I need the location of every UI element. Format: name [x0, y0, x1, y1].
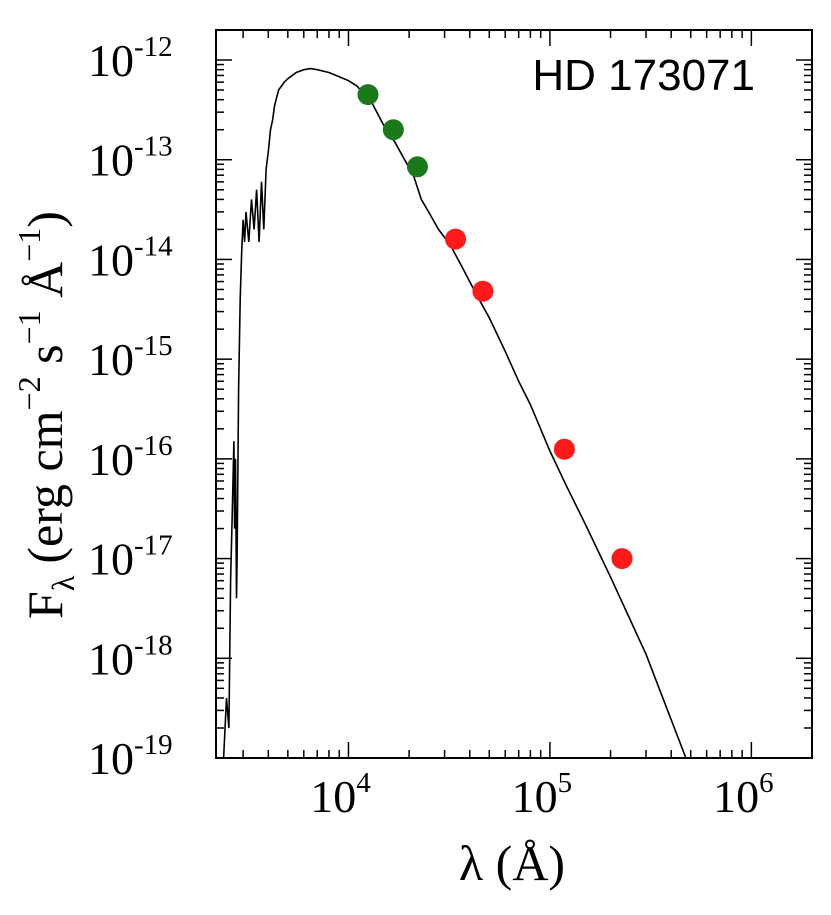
y-tick-label: 10-14: [88, 230, 173, 285]
y-tick-label: 10-19: [88, 729, 173, 784]
y-title-base: F: [17, 591, 73, 619]
x-tick-label: 105: [512, 767, 573, 822]
photometry-point-green: [357, 84, 379, 106]
photometry-point-red: [553, 438, 575, 460]
y-tick-label: 10-18: [88, 629, 173, 684]
photometry-point-red: [472, 280, 494, 302]
star-name-label: HD 173071: [532, 51, 755, 100]
plot-frame: [215, 29, 813, 759]
svg-text:Fλ(erg cm−2 s−1 Å−1): Fλ(erg cm−2 s−1 Å−1): [11, 211, 81, 619]
y-title-exp2: −1: [11, 310, 47, 344]
y-tick-label: 10-16: [88, 430, 173, 485]
y-title-exp1: −2: [11, 376, 47, 410]
y-tick-label: 10-17: [88, 530, 173, 585]
y-tick-label: 10-13: [88, 131, 173, 186]
x-axis-title: λ (Å): [459, 835, 565, 891]
y-title-close: ): [17, 211, 73, 228]
y-title-s: s: [17, 344, 73, 376]
photometry-point-green: [382, 119, 404, 141]
photometry-point-red: [445, 228, 467, 250]
y-tick-label: 10-12: [88, 31, 173, 86]
y-title-units: (erg cm: [17, 410, 73, 563]
photometry-point-green: [406, 156, 428, 178]
x-tick-label: 104: [310, 767, 371, 822]
photometry-point-red: [611, 548, 633, 570]
y-title-angstrom: Å: [17, 262, 73, 311]
y-title-sub: λ: [45, 575, 81, 591]
model-spectrum-line: [222, 67, 687, 758]
x-tick-label: 106: [713, 767, 774, 822]
y-title-exp3: −1: [11, 228, 47, 262]
y-tick-label: 10-15: [88, 330, 173, 385]
y-axis-title: Fλ(erg cm−2 s−1 Å−1): [11, 211, 81, 619]
plot-area: 10-12 10-13 10-14 10-15 10-16 10-17 10-18 10-19…: [88, 29, 813, 822]
